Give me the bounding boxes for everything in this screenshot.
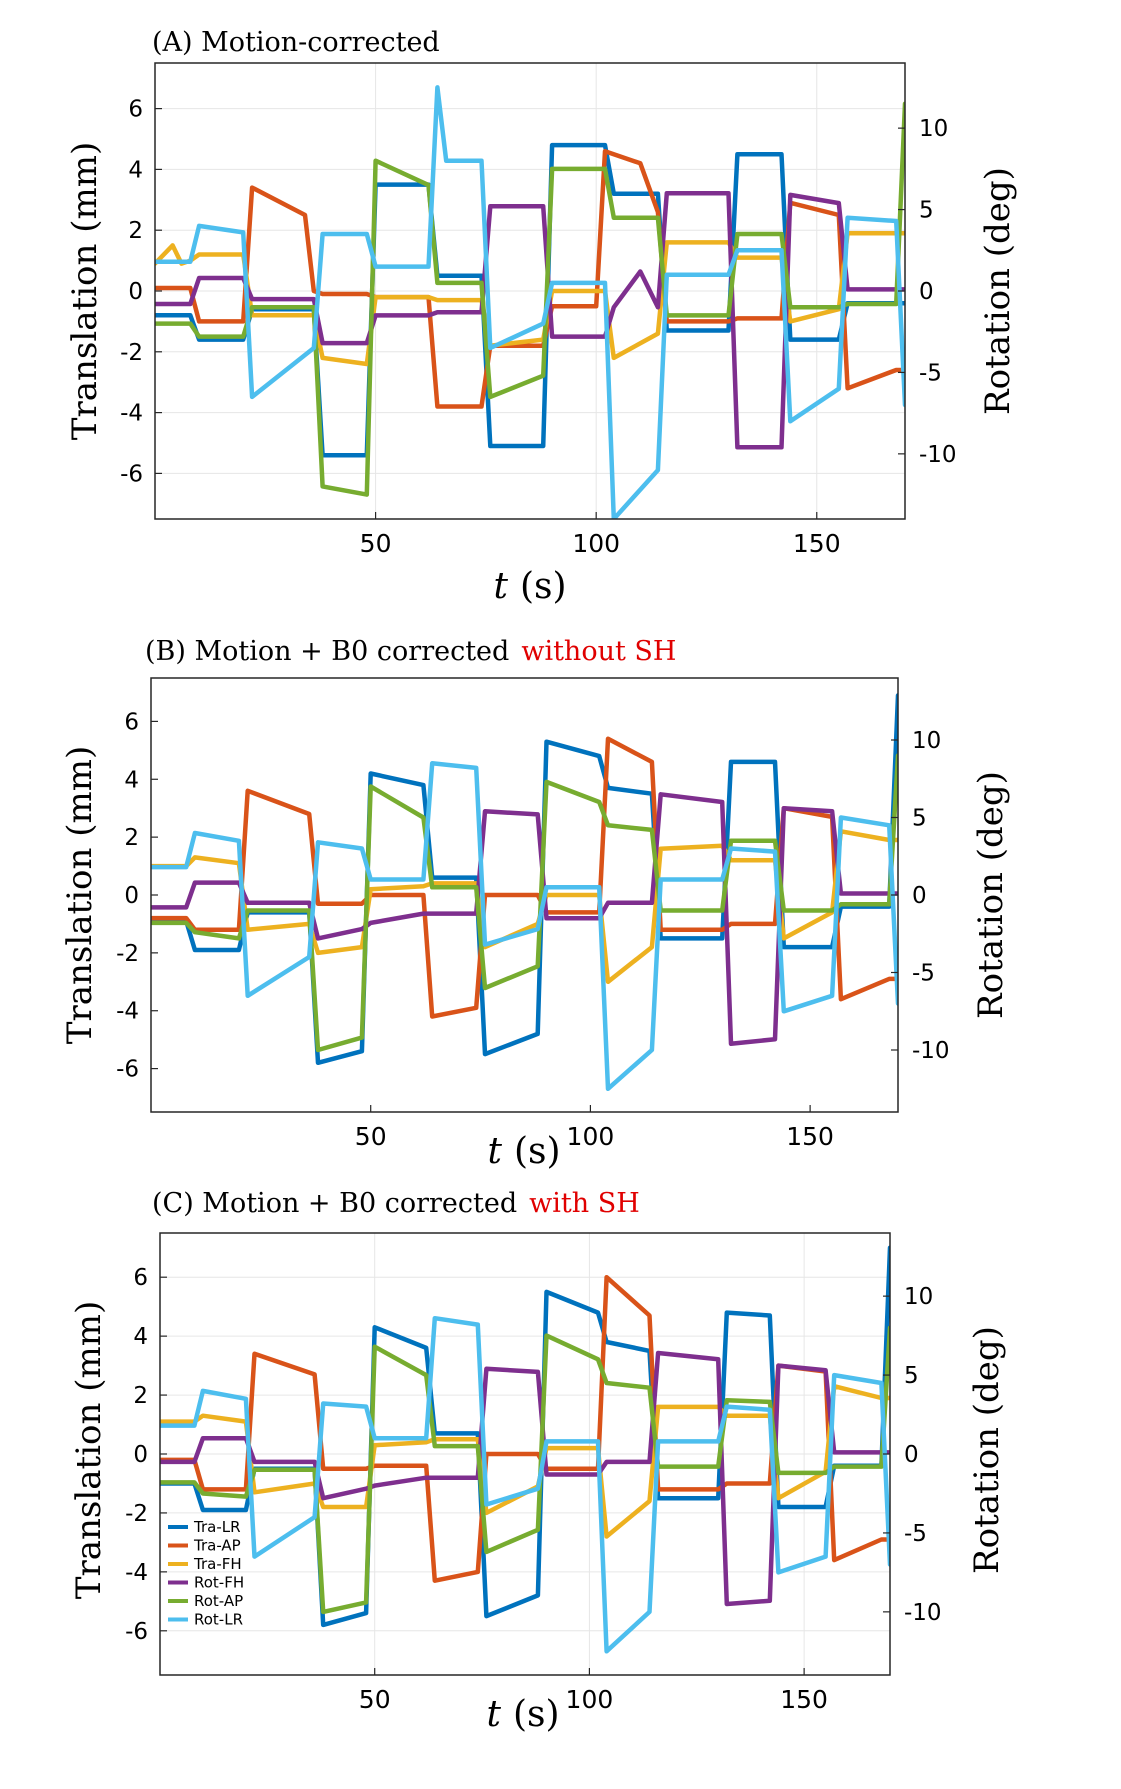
panel-b-lines [151, 693, 898, 1092]
panel-a-ticks: 50 100 150 -6 -4 -2 0 2 4 6 -10 -5 0 5 10 [120, 97, 957, 558]
panel-a-ytick-left-label: 4 [128, 157, 143, 183]
panel-c-ytick-left-label: -4 [125, 1560, 148, 1586]
panel-b-xtick-label: 150 [786, 1122, 834, 1151]
legend-label-rot-fh: Rot-FH [194, 1574, 244, 1592]
panel-c-series-rot-lr [160, 1315, 890, 1654]
panel-c-ytick-left-label: 0 [133, 1442, 148, 1468]
panel-b-ylabel-left: Translation (mm) [60, 746, 100, 1044]
panel-a: (A) Motion-corrected 50 100 150-6-4-20246-… [65, 27, 1018, 607]
panel-b-title: (B) Motion + B0 corrected without SH [145, 636, 676, 667]
panel-c-ylabel-left: Translation (mm) [69, 1301, 109, 1599]
panel-c-ytick-left-label: 4 [133, 1324, 148, 1350]
panel-a-ylabel-left: Translation (mm) [65, 142, 105, 440]
panel-b-ytick-right-label: -5 [912, 961, 935, 987]
panel-c-ytick-left-label: 6 [133, 1265, 148, 1291]
panel-a-ytick-right-label: 10 [919, 116, 948, 142]
panel-c-lines [160, 1245, 890, 1654]
panel-c-ticks: 50 100 150 -6 -4 -2 0 2 4 6 -10 -5 0 5 10 [125, 1265, 942, 1714]
panel-b: (B) Motion + B0 corrected without SH 50 10… [60, 636, 1011, 1172]
panel-b-ytick-left-label: 4 [124, 767, 139, 793]
panel-b-ytick-left-label: -4 [116, 999, 139, 1025]
panel-c-series-rot-fh [160, 1350, 890, 1607]
panel-c-ytick-left-label: 2 [133, 1383, 148, 1409]
panel-b-xlabel: t (s) [487, 1131, 560, 1172]
panel-a-title: (A) Motion-corrected [152, 27, 440, 58]
panel-b-xtick-label: 50 [355, 1122, 387, 1151]
panel-a-series-rot-ap [155, 101, 905, 497]
panel-a-xtick-label: 150 [793, 529, 841, 558]
panel-b-series-tra-fh [151, 829, 898, 985]
legend-label-rot-lr: Rot-LR [194, 1611, 243, 1629]
panel-b-xtick-label: 100 [567, 1122, 615, 1151]
panel-c-series-rot-ap [160, 1325, 890, 1615]
panel-c-xtick-label: 100 [566, 1685, 614, 1714]
panel-b-ylabel-right: Rotation (deg) [971, 771, 1011, 1019]
panel-c-ytick-right-label: -10 [904, 1600, 942, 1626]
panel-a-xtick-label: 50 [360, 529, 392, 558]
panel-b-series-tra-ap [151, 736, 898, 1019]
panel-c-title: (C) Motion + B0 corrected with SH [152, 1188, 640, 1219]
panel-a-ytick-right-label: -10 [919, 442, 957, 468]
panel-a-ytick-right-label: -5 [919, 360, 942, 386]
panel-a-ytick-left-label: -6 [120, 461, 143, 487]
panel-c-ylabel-right: Rotation (deg) [967, 1326, 1007, 1574]
legend-label-tra-fh: Tra-FH [193, 1555, 242, 1573]
panel-a-ytick-left-label: -4 [120, 401, 143, 427]
panel-b-ytick-left-label: 0 [124, 883, 139, 909]
panel-c: (C) Motion + B0 corrected with SH 50 100 15… [69, 1188, 1007, 1735]
panel-a-lines [155, 85, 905, 519]
panel-a-ytick-left-label: 0 [128, 279, 143, 305]
panel-b-ytick-right-label: -10 [912, 1038, 950, 1064]
panel-c-xlabel: t (s) [486, 1694, 559, 1735]
panel-c-ytick-left-label: -2 [125, 1501, 148, 1527]
legend-label-tra-ap: Tra-AP [193, 1537, 241, 1555]
panel-b-series-rot-fh [151, 792, 898, 1047]
panel-b-ytick-right-label: 10 [912, 728, 941, 754]
panel-a-ylabel-right: Rotation (deg) [978, 167, 1018, 415]
panel-c-xtick-label: 150 [780, 1685, 828, 1714]
panel-c-xtick-label: 50 [359, 1685, 391, 1714]
panel-a-ytick-right-label: 0 [919, 279, 934, 305]
panel-c-ytick-right-label: -5 [904, 1521, 927, 1547]
panel-c-series-tra-lr [160, 1245, 890, 1628]
panel-b-ytick-left-label: -2 [116, 941, 139, 967]
panel-c-ytick-right-label: 10 [904, 1284, 933, 1310]
panel-b-series-rot-lr [151, 761, 898, 1092]
panel-b-series-tra-lr [151, 693, 898, 1066]
legend-label-rot-ap: Rot-AP [194, 1592, 243, 1610]
panel-c-series [160, 1245, 890, 1654]
panel-b-series-rot-ap [151, 753, 898, 1053]
panel-a-grid [155, 63, 905, 519]
panel-a-ytick-left-label: 2 [128, 218, 143, 244]
panel-a-ytick-left-label: 6 [128, 97, 143, 123]
panel-a-xlabel: t (s) [493, 566, 566, 607]
panel-c-ytick-left-label: -6 [125, 1619, 148, 1645]
panel-b-ytick-right-label: 0 [912, 883, 927, 909]
panel-c-ytick-right-label: 5 [904, 1363, 919, 1389]
panel-c-ytick-right-label: 0 [904, 1442, 919, 1468]
panel-a-ytick-left-label: -2 [120, 340, 143, 366]
panel-b-ytick-left-label: 2 [124, 825, 139, 851]
panel-a-xtick-label: 100 [572, 529, 620, 558]
legend-label-tra-lr: Tra-LR [193, 1518, 241, 1536]
panel-b-ticks: 50 100 150 -6 -4 -2 0 2 4 6 -10 -5 0 5 10 [116, 709, 950, 1151]
panel-b-ytick-right-label: 5 [912, 806, 927, 832]
panel-b-ytick-left-label: -6 [116, 1057, 139, 1083]
panel-b-ytick-left-label: 6 [124, 709, 139, 735]
panel-a-series [155, 85, 905, 519]
panel-a-ytick-right-label: 5 [919, 198, 934, 224]
panel-a-series-rot-lr [155, 85, 905, 519]
panel-b-series [151, 693, 898, 1092]
panel-a-series-tra-ap [155, 148, 905, 409]
